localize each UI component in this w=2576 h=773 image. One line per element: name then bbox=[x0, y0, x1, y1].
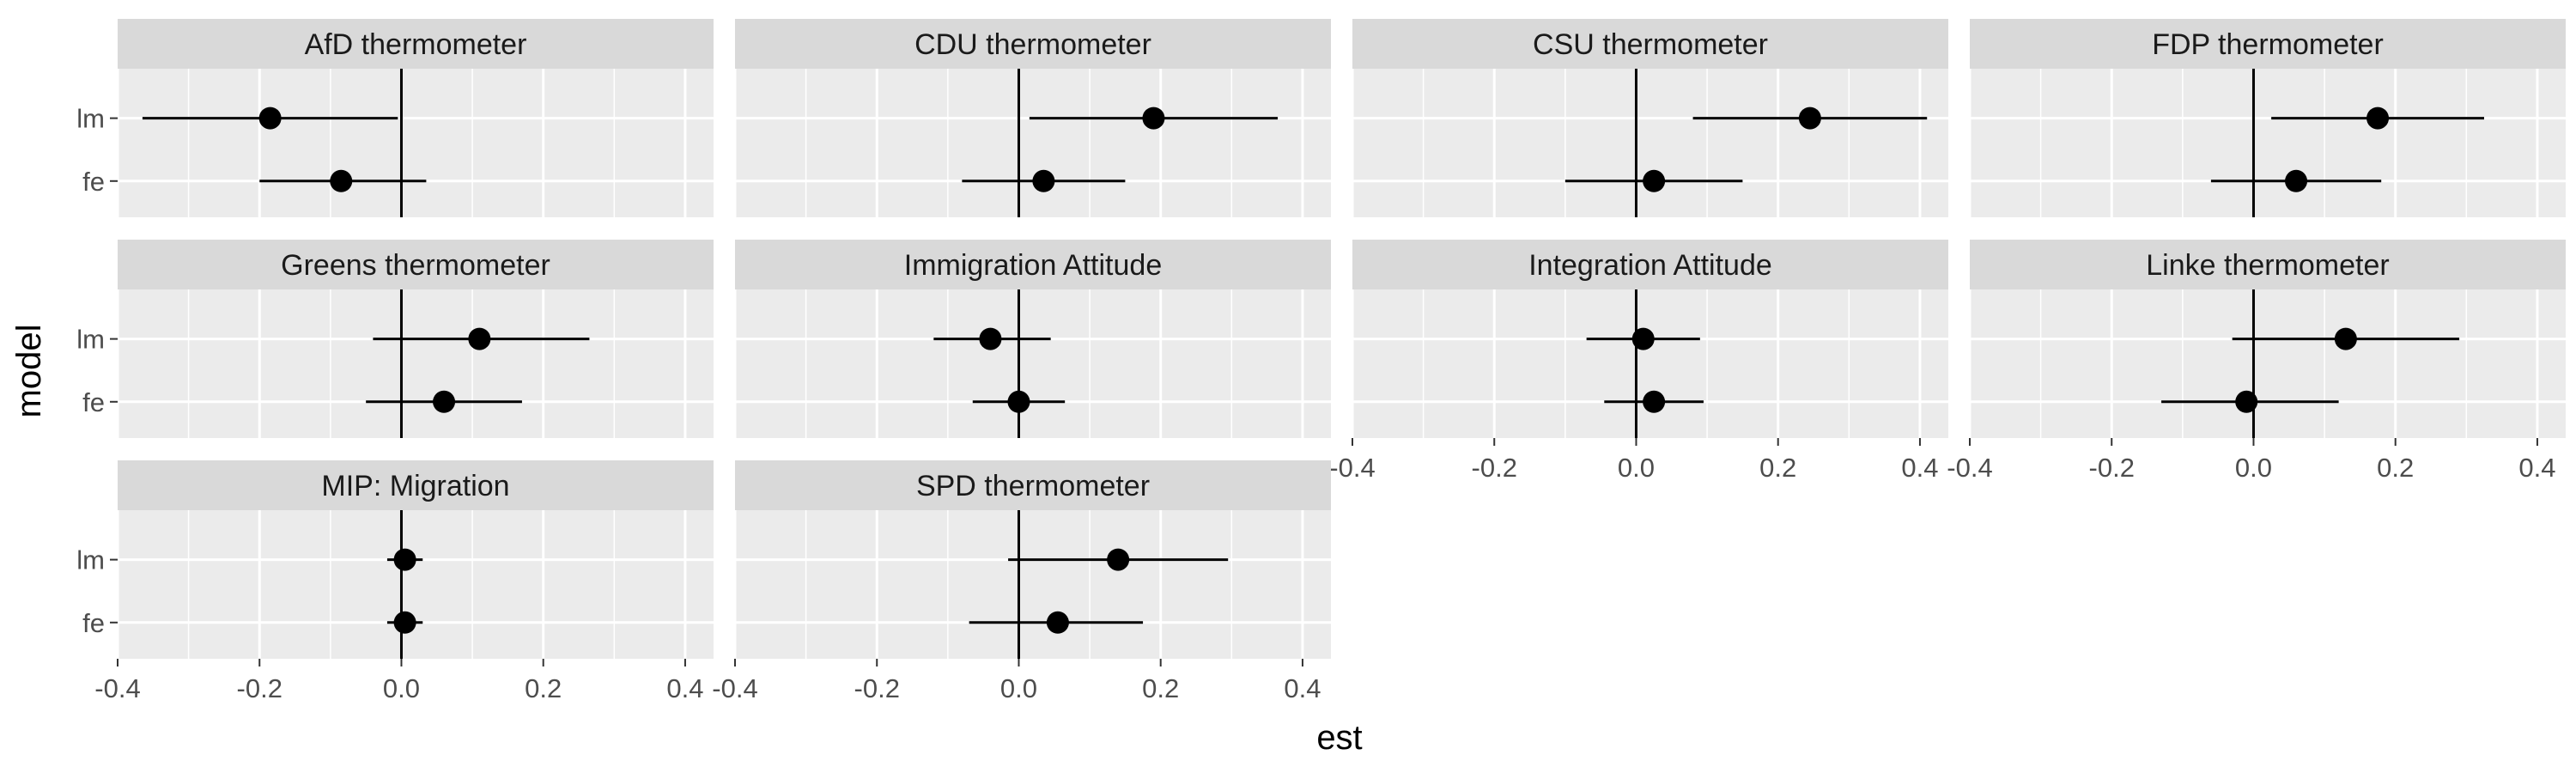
panel-background bbox=[735, 510, 1331, 659]
facet-strip bbox=[1970, 240, 2566, 289]
x-tick-label: 0.0 bbox=[1000, 673, 1037, 703]
facet-greens-thermometer: Greens thermometer lm fe bbox=[76, 240, 714, 438]
panel-background bbox=[735, 289, 1331, 438]
y-tick-label: fe bbox=[82, 167, 105, 197]
estimate-point-lm bbox=[1142, 107, 1165, 130]
estimate-point-lm bbox=[258, 107, 282, 130]
y-axis-title: model bbox=[10, 325, 48, 418]
facet-title: CDU thermometer bbox=[914, 28, 1151, 61]
x-axis-title: est bbox=[1316, 719, 1362, 757]
x-tick-label: 0.2 bbox=[2377, 453, 2414, 483]
estimate-point-fe bbox=[1032, 169, 1055, 192]
estimate-point-fe bbox=[1046, 611, 1069, 634]
facet-integration-attitude: Integration Attitude -0.4 -0.2 0.0 0.2 0.4 bbox=[1329, 240, 1948, 483]
x-tick-label: 0.4 bbox=[2518, 453, 2555, 483]
facet-title: Linke thermometer bbox=[2146, 249, 2389, 282]
panel-background bbox=[1352, 69, 1948, 217]
facet-linke-thermometer: Linke thermometer -0.4 -0.2 0.0 0.2 0.4 bbox=[1947, 240, 2566, 483]
x-tick-label: -0.4 bbox=[712, 673, 757, 703]
estimate-point-fe bbox=[1643, 390, 1666, 413]
facet-title: Immigration Attitude bbox=[904, 249, 1162, 282]
x-tick-label: -0.2 bbox=[854, 673, 900, 703]
x-tick-label: 0.4 bbox=[1284, 673, 1321, 703]
y-tick-label: fe bbox=[82, 608, 105, 638]
facet-strip bbox=[1352, 19, 1948, 69]
facet-title: SPD thermometer bbox=[916, 470, 1150, 502]
y-tick-label: fe bbox=[82, 387, 105, 417]
estimate-point-fe bbox=[393, 611, 416, 634]
facet-strip bbox=[1352, 240, 1948, 289]
estimate-point-lm bbox=[1798, 107, 1821, 130]
facet-strip bbox=[735, 19, 1331, 69]
panel-background bbox=[118, 289, 714, 438]
facet-immigration-attitude: Immigration Attitude bbox=[733, 240, 1331, 438]
facet-panels: AfD thermometer lm fe CDU thermometer CSU th… bbox=[76, 19, 2566, 703]
panel-background bbox=[1970, 69, 2566, 217]
y-tick-label: lm bbox=[76, 104, 105, 134]
facet-strip bbox=[118, 19, 714, 69]
estimate-point-lm bbox=[468, 327, 491, 350]
facet-strip bbox=[735, 460, 1331, 510]
estimate-point-lm bbox=[979, 327, 1002, 350]
x-tick-label: 0.0 bbox=[1618, 453, 1655, 483]
x-tick-label: 0.4 bbox=[1901, 453, 1938, 483]
estimate-point-fe bbox=[2235, 390, 2258, 413]
facet-title: AfD thermometer bbox=[305, 28, 527, 61]
estimate-point-lm bbox=[393, 548, 416, 571]
facet-title: MIP: Migration bbox=[321, 470, 509, 502]
facet-title: FDP thermometer bbox=[2152, 28, 2384, 61]
x-tick-label: 0.4 bbox=[666, 673, 703, 703]
facet-title: CSU thermometer bbox=[1533, 28, 1768, 61]
facet-spd-thermometer: SPD thermometer -0.4 -0.2 0.0 0.2 0.4 bbox=[712, 460, 1331, 703]
x-tick-label: -0.4 bbox=[1329, 453, 1375, 483]
estimate-point-fe bbox=[433, 390, 456, 413]
facet-title: Integration Attitude bbox=[1528, 249, 1772, 282]
facet-strip bbox=[118, 460, 714, 510]
estimate-point-lm bbox=[1631, 327, 1655, 350]
y-tick-label: lm bbox=[76, 545, 105, 575]
facet-strip bbox=[1970, 19, 2566, 69]
x-tick-label: 0.2 bbox=[1142, 673, 1179, 703]
x-tick-label: 0.0 bbox=[2235, 453, 2272, 483]
x-tick-label: 0.2 bbox=[1759, 453, 1796, 483]
panel-background bbox=[118, 69, 714, 217]
facet-cdu-thermometer: CDU thermometer bbox=[733, 19, 1331, 217]
x-tick-label: -0.2 bbox=[237, 673, 283, 703]
facet-strip bbox=[735, 240, 1331, 289]
estimate-point-lm bbox=[1107, 548, 1130, 571]
facet-fdp-thermometer: FDP thermometer bbox=[1968, 19, 2566, 217]
x-tick-label: -0.4 bbox=[1947, 453, 1992, 483]
facet-afd-thermometer: AfD thermometer lm fe bbox=[76, 19, 714, 217]
estimate-point-fe bbox=[330, 169, 353, 192]
estimate-point-fe bbox=[1007, 390, 1030, 413]
x-tick-label: 0.0 bbox=[383, 673, 420, 703]
x-tick-label: -0.2 bbox=[1472, 453, 1517, 483]
facet-title: Greens thermometer bbox=[281, 249, 550, 282]
y-tick-label: lm bbox=[76, 325, 105, 355]
x-tick-label: 0.2 bbox=[525, 673, 562, 703]
panel-background bbox=[1352, 289, 1948, 438]
estimate-point-lm bbox=[2334, 327, 2357, 350]
x-tick-label: -0.2 bbox=[2089, 453, 2135, 483]
facet-mip-migration: MIP: Migration lm fe -0.4 -0.2 0.0 0.2 0.4 bbox=[76, 460, 714, 703]
panel-background bbox=[118, 510, 714, 659]
estimate-point-lm bbox=[2366, 107, 2390, 130]
estimate-point-fe bbox=[1643, 169, 1666, 192]
facet-strip bbox=[118, 240, 714, 289]
estimate-point-fe bbox=[2285, 169, 2308, 192]
panel-background bbox=[1970, 289, 2566, 438]
panel-background bbox=[735, 69, 1331, 217]
facet-csu-thermometer: CSU thermometer bbox=[1351, 19, 1948, 217]
x-tick-label: -0.4 bbox=[94, 673, 140, 703]
